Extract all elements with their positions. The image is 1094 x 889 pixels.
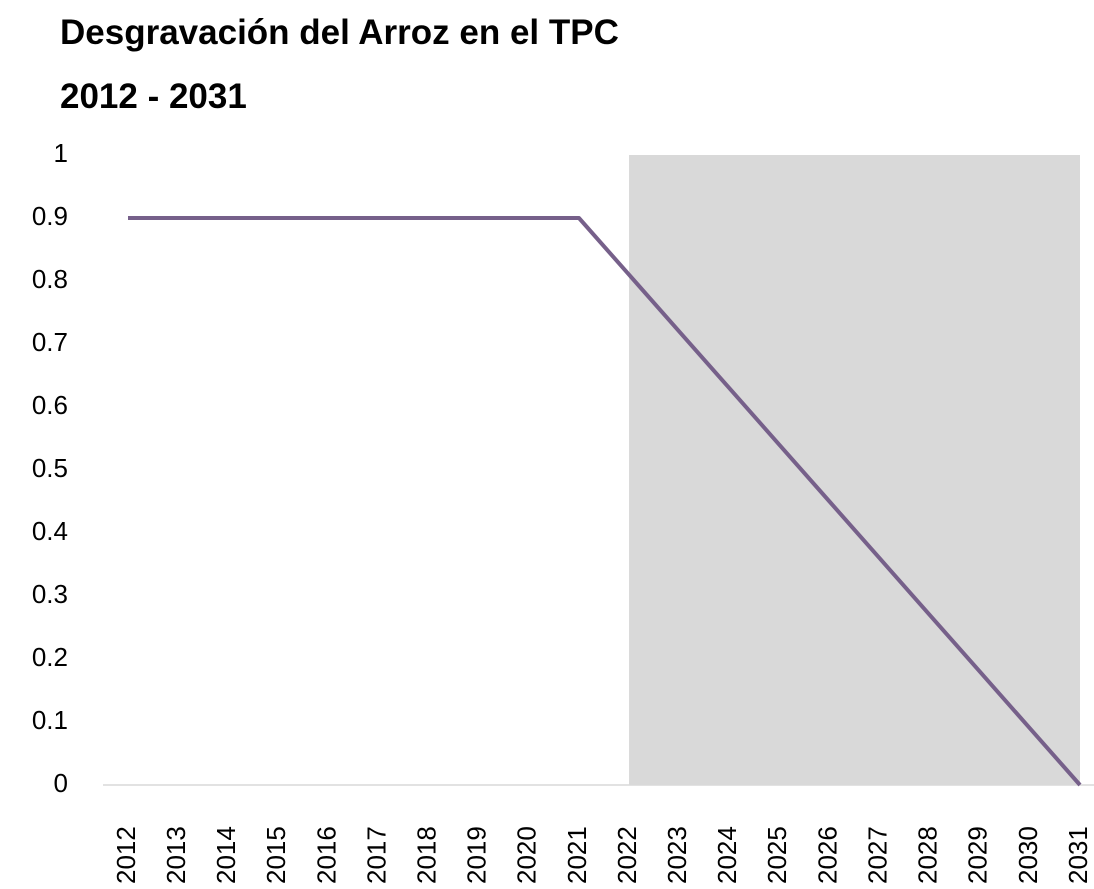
x-tick-label: 2020	[512, 826, 542, 884]
x-tick-label: 2024	[712, 826, 742, 884]
x-tick-label: 2031	[1063, 826, 1093, 884]
line	[128, 216, 1082, 787]
x-tick-label: 2029	[963, 826, 993, 884]
y-tick-label: 1	[54, 138, 68, 168]
y-tick-label: 0	[54, 768, 68, 798]
chart-subtitle: 2012 - 2031	[60, 77, 247, 116]
y-tick-label: 0.2	[32, 642, 68, 672]
y-tick-label: 0.1	[32, 705, 68, 735]
x-tick-label: 2012	[111, 826, 141, 884]
x-tick-label: 2028	[913, 826, 943, 884]
shaded-area	[629, 155, 1080, 785]
y-tick-label: 0.9	[32, 201, 68, 231]
y-tick-label: 0.8	[32, 264, 68, 294]
x-tick-label: 2030	[1013, 826, 1043, 884]
y-tick-label: 0.7	[32, 327, 68, 357]
x-tick-label: 2019	[462, 826, 492, 884]
x-tick-label: 2017	[361, 826, 391, 884]
x-tick-label: 2025	[762, 826, 792, 884]
x-tick-label: 2014	[211, 826, 241, 884]
x-tick-label: 2027	[862, 826, 892, 884]
x-tick-label: 2016	[311, 826, 341, 884]
y-tick-label: 0.6	[32, 390, 68, 420]
y-tick-label: 0.5	[32, 453, 68, 483]
x-tick-label: 2021	[562, 826, 592, 884]
x-tick-label: 2018	[412, 826, 442, 884]
x-tick-label: 2023	[662, 826, 692, 884]
y-tick-label: 0.4	[32, 516, 68, 546]
chart-title: Desgravación del Arroz en el TPC	[60, 13, 619, 52]
x-tick-label: 2013	[161, 826, 191, 884]
x-tick-label: 2015	[261, 826, 291, 884]
y-tick-label: 0.3	[32, 579, 68, 609]
x-tick-label: 2026	[812, 826, 842, 884]
x-tick-label: 2022	[612, 826, 642, 884]
